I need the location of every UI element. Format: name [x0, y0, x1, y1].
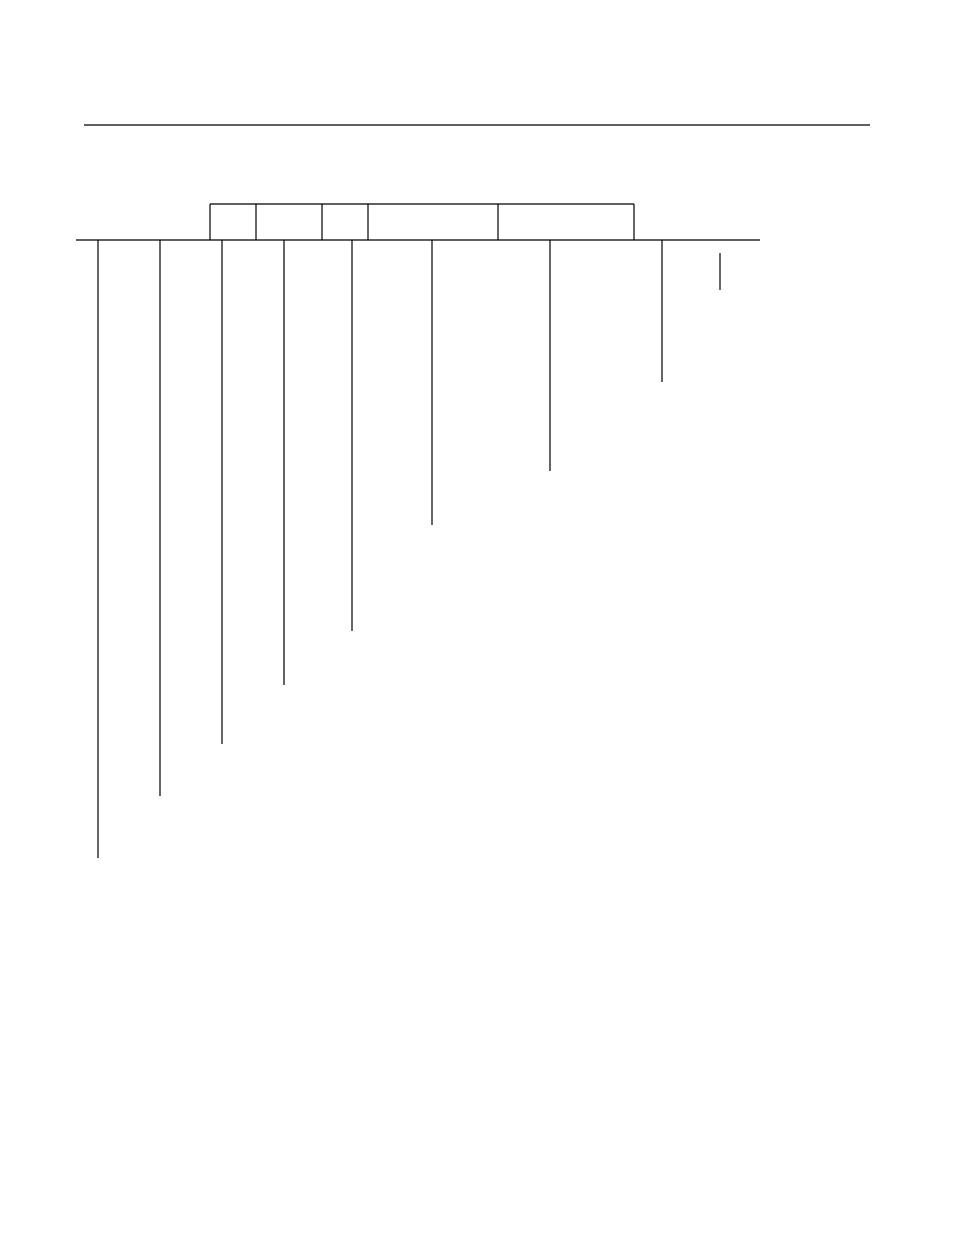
- diagram-canvas: [0, 0, 954, 1235]
